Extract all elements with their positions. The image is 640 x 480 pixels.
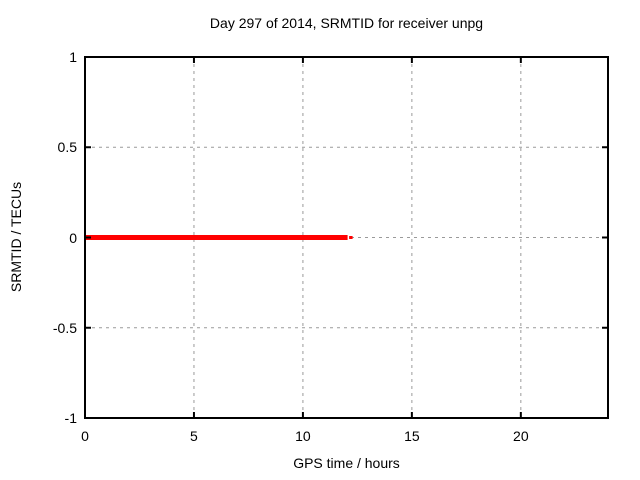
- x-tick-label: 20: [513, 428, 529, 444]
- y-tick-label: 0: [69, 229, 77, 246]
- y-tick-label: 1: [69, 49, 77, 65]
- x-tick-label: 15: [404, 428, 420, 444]
- x-tick-label: 10: [295, 428, 311, 444]
- y-tick-label: -1: [64, 410, 77, 426]
- y-tick-label: 0.5: [57, 139, 77, 156]
- x-tick-label: 5: [190, 428, 198, 444]
- chart-title: Day 297 of 2014, SRMTID for receiver unp…: [209, 15, 484, 31]
- x-axis-label: GPS time / hours: [293, 455, 400, 471]
- y-tick-label: -0.5: [52, 319, 77, 336]
- x-tick-label: 0: [81, 428, 89, 444]
